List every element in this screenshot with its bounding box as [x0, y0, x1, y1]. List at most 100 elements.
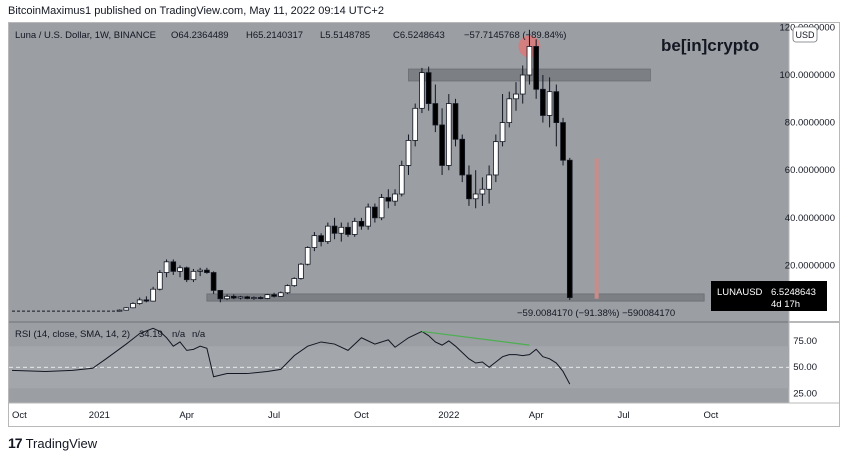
candle-body: [130, 303, 136, 309]
rsi-tick-label: 50.00: [793, 362, 817, 373]
time-tick-label: 2022: [438, 410, 459, 421]
price-tick-label: 80.0000000: [785, 118, 835, 129]
candle-body: [439, 124, 445, 166]
legend-close: C6.5248643: [393, 30, 445, 41]
candle-body: [311, 235, 318, 248]
candle-body: [331, 225, 338, 234]
tradingview-logo-text: TradingView: [25, 435, 98, 451]
tradingview-logo-icon: 17: [8, 435, 23, 451]
candle-body: [116, 309, 123, 312]
candle-body: [459, 138, 466, 176]
candle-body: [183, 267, 190, 281]
legend-change: −57.7145768 (−89.84%): [464, 30, 566, 41]
candle-body: [540, 88, 546, 116]
time-tick-label: Jul: [268, 410, 280, 421]
candle-body: [177, 267, 183, 272]
candle-body: [298, 263, 304, 279]
candle-body: [472, 193, 479, 200]
candle-body: [445, 103, 452, 166]
candle-body: [398, 165, 405, 195]
candle-body: [244, 296, 251, 299]
candle-body: [190, 270, 197, 281]
time-tick-label: Apr: [179, 410, 194, 421]
candle-body: [486, 174, 492, 190]
legend-open: O64.2364489: [171, 30, 229, 41]
candle-body: [419, 72, 425, 109]
candle-body: [412, 107, 418, 141]
candle-body: [479, 188, 486, 195]
candle-body: [385, 197, 392, 202]
legend-symbol: Luna / U.S. Dollar, 1W, BINANCE: [15, 30, 156, 41]
candle-body: [291, 278, 298, 287]
rsi-legend-label: RSI (14, close, SMA, 14, 2): [15, 329, 130, 340]
price-tick-label: 100.0000000: [780, 70, 835, 81]
time-tick-label: Jul: [617, 410, 629, 421]
candle-body: [452, 103, 459, 140]
candle-body: [257, 297, 264, 299]
candle-body: [358, 220, 365, 227]
candle-body: [217, 289, 224, 300]
candle-body: [251, 297, 257, 299]
rsi-line: [11, 327, 571, 385]
time-tick-label: 2021: [89, 410, 110, 421]
candle-body: [318, 235, 324, 242]
footer-bar: 17 TradingView: [0, 430, 850, 457]
candle-body: [513, 93, 519, 100]
candle-body: [304, 247, 311, 265]
candle-body: [499, 122, 506, 143]
last-price-symbol: LUNAUSD: [717, 287, 763, 298]
candle-body: [204, 269, 210, 273]
candle-body: [493, 141, 499, 176]
candle-body: [197, 269, 203, 272]
candle-body: [405, 140, 412, 166]
rsi-band: [9, 346, 789, 389]
candle-body: [506, 98, 513, 124]
last-price-value: 6.5248643: [771, 287, 816, 298]
price-tick-label: 40.0000000: [785, 213, 835, 224]
support-zone: [206, 293, 705, 302]
candle-body: [224, 295, 230, 300]
candle-body: [546, 91, 553, 116]
candle-body: [284, 285, 291, 294]
rsi-legend-na2: n/a: [192, 329, 206, 340]
time-tick-label: Oct: [703, 410, 718, 421]
time-tick-label: Apr: [529, 410, 544, 421]
currency-badge[interactable]: [792, 26, 818, 43]
candle-body: [533, 46, 539, 90]
candle-body: [230, 295, 237, 299]
candle-body: [237, 296, 244, 299]
tradingview-logo[interactable]: 17 TradingView: [8, 435, 97, 451]
time-axis[interactable]: [9, 403, 839, 426]
candle-body: [157, 272, 163, 290]
publish-header: BitcoinMaximus1 published on TradingView…: [0, 0, 850, 22]
candle-body: [277, 292, 284, 297]
candle-body: [566, 159, 573, 298]
candle-body: [210, 272, 217, 291]
candle-body: [526, 46, 533, 76]
candle-body: [553, 91, 560, 124]
price-axis[interactable]: [789, 23, 839, 403]
candle-body: [325, 225, 331, 243]
time-tick-label: Oct: [12, 410, 27, 421]
published-text: BitcoinMaximus1 published on TradingView…: [8, 5, 384, 17]
last-price-label[interactable]: [711, 281, 827, 311]
rsi-tick-label: 25.00: [793, 389, 817, 400]
candle-body: [560, 122, 566, 161]
beincrypto-watermark: be[in]crypto: [661, 36, 759, 55]
candle-body: [123, 307, 130, 311]
candle-body: [365, 206, 371, 227]
candle-body: [519, 74, 526, 95]
drop-measure-bar: [594, 158, 599, 299]
candle-body: [163, 261, 170, 273]
measure-label: −59.0084170 (−91.38%) −590084170: [517, 308, 675, 319]
candle-body: [264, 294, 271, 299]
candle-body: [143, 299, 150, 302]
chart-frame[interactable]: 20.0000000 40.0000000 60.0000000 80.0000000…: [8, 22, 840, 427]
last-price-countdown: 4d 17h: [771, 299, 800, 310]
legend-high: H65.2140317: [246, 30, 303, 41]
price-chart[interactable]: 20.0000000 40.0000000 60.0000000 80.0000000…: [9, 22, 839, 426]
candle-body: [170, 261, 177, 272]
price-tick-label: 60.0000000: [785, 165, 835, 176]
candle-body: [271, 294, 277, 297]
candle-body: [136, 299, 143, 304]
